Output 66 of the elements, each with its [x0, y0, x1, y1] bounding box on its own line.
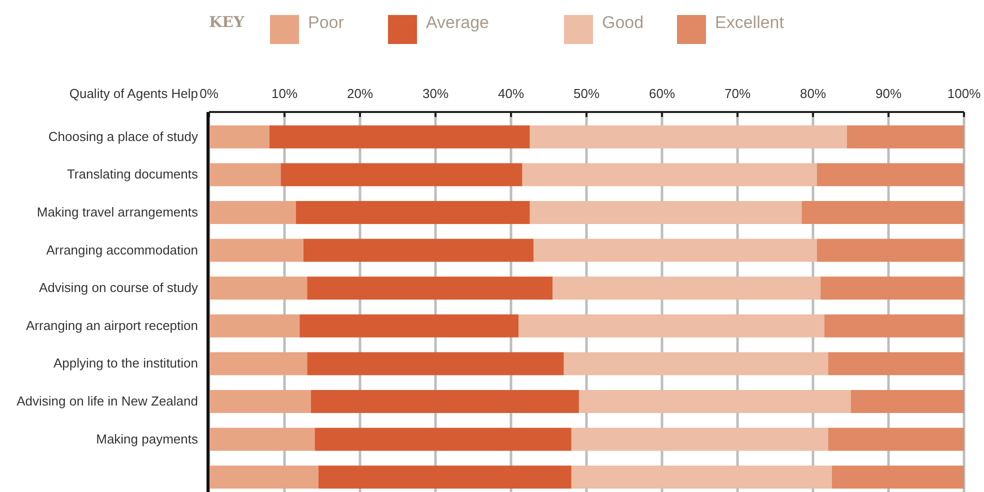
- bar: [307, 352, 564, 376]
- bar: [209, 428, 315, 451]
- bar: [832, 466, 964, 489]
- y-tick-label: Advising on life in New Zealand: [16, 394, 198, 408]
- bar: [310, 390, 579, 413]
- legend-label: Excellent: [715, 13, 784, 32]
- bar: [518, 314, 824, 338]
- bar: [846, 125, 964, 148]
- bar: [209, 352, 308, 376]
- x-tick-label: 100%: [947, 86, 982, 101]
- bar: [820, 276, 964, 300]
- x-tick-label: 10%: [271, 86, 298, 101]
- y-axis-title: Quality of Agents Help: [69, 86, 198, 101]
- bar: [209, 314, 300, 338]
- bar: [209, 201, 296, 224]
- y-tick-label: Arranging an airport reception: [26, 318, 198, 333]
- y-tick-label: Arranging accommodation: [46, 242, 198, 258]
- bar: [209, 466, 318, 489]
- bar: [816, 163, 964, 186]
- y-tick-label: Applying to the institution: [53, 356, 198, 371]
- x-tick-label: 30%: [422, 86, 449, 101]
- bar: [578, 390, 851, 413]
- legend-label: Poor: [308, 13, 344, 32]
- y-tick-label: Making payments: [96, 431, 198, 446]
- bar: [571, 428, 828, 451]
- bar: [280, 163, 522, 186]
- bar: [850, 390, 964, 413]
- bar: [534, 238, 817, 262]
- x-tick-label: 0%: [200, 86, 219, 101]
- legend-title: KEY: [209, 13, 244, 31]
- bar: [816, 238, 964, 262]
- bar: [300, 314, 519, 338]
- y-tick-label: Choosing a place of study: [48, 128, 198, 144]
- bar: [209, 390, 311, 413]
- x-tick-label: 70%: [724, 86, 751, 101]
- legend-label: Average: [426, 13, 490, 32]
- bar: [564, 352, 828, 376]
- bar: [209, 238, 304, 262]
- bar: [296, 201, 530, 224]
- x-tick-label: 80%: [800, 86, 826, 101]
- bar: [530, 125, 847, 148]
- bar: [802, 201, 964, 224]
- bar: [828, 428, 964, 451]
- y-tick-label: Translating documents: [66, 166, 198, 182]
- legend-label: Good: [602, 13, 644, 32]
- bar: [571, 466, 832, 489]
- bar: [314, 428, 572, 451]
- bar: [318, 466, 572, 489]
- bar: [824, 314, 964, 338]
- x-tick-label: 20%: [346, 86, 374, 101]
- bar: [307, 276, 553, 300]
- y-tick-label: Advising on course of study: [39, 280, 198, 296]
- bar: [209, 125, 270, 148]
- x-tick-label: 50%: [573, 86, 600, 101]
- bar: [530, 201, 802, 224]
- x-tick-label: 90%: [875, 86, 902, 101]
- bar: [303, 238, 534, 262]
- bar: [522, 163, 817, 186]
- bar: [828, 352, 964, 376]
- x-tick-label: 40%: [498, 86, 524, 101]
- x-tick-label: 60%: [648, 86, 676, 101]
- bar: [269, 125, 530, 148]
- y-tick-label: Making travel arrangements: [36, 204, 198, 220]
- bar: [209, 163, 281, 186]
- bar: [209, 276, 308, 300]
- bar: [552, 276, 821, 300]
